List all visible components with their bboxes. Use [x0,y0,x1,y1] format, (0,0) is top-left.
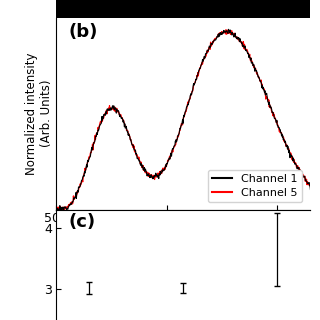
Legend: Channel 1, Channel 5: Channel 1, Channel 5 [208,170,302,202]
Text: (b): (b) [69,23,98,41]
X-axis label: Wavelength (nm): Wavelength (nm) [116,228,251,242]
Y-axis label: Normalized intensity
(Arb. Units): Normalized intensity (Arb. Units) [25,52,53,175]
Text: (c): (c) [69,213,96,231]
